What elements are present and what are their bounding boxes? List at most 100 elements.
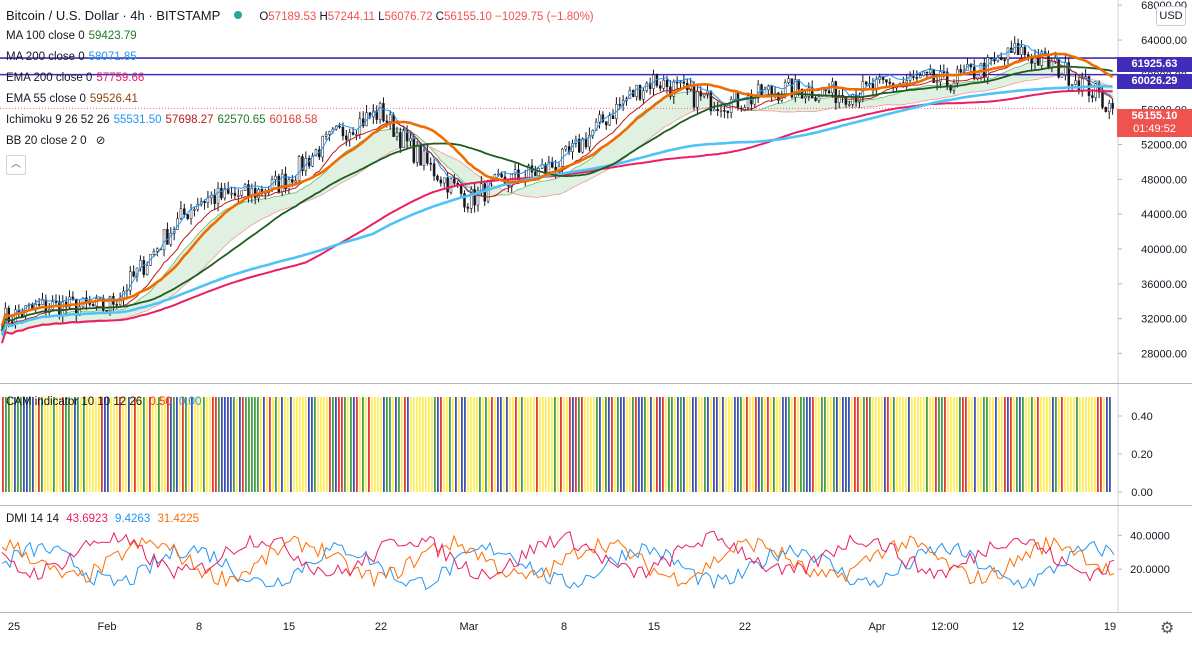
currency-button[interactable]: USD <box>1156 6 1186 26</box>
indicator-label: Ichimoku 9 26 52 26 <box>6 114 110 126</box>
candle-body <box>375 110 378 120</box>
cam-legend: CAM indicator 10 10 12 26 0.50 0.00 <box>6 396 202 408</box>
candle-body <box>635 85 638 97</box>
candle-body <box>787 78 790 83</box>
x-tick-label: 15 <box>648 621 660 633</box>
indicator-label: EMA 200 close 0 <box>6 72 93 84</box>
cam-bar <box>926 397 928 492</box>
cam-bar <box>569 397 571 492</box>
candle-body <box>220 187 223 199</box>
chart-header: Bitcoin / U.S. Dollar · 4h · BITSTAMP O5… <box>6 8 594 23</box>
candle-body <box>662 79 665 89</box>
dmi-series-1 <box>1 540 1115 591</box>
cam-bar <box>326 397 328 492</box>
candle-body <box>1070 84 1074 86</box>
cam-bar <box>371 397 373 492</box>
indicator-legend-row[interactable]: MA 200 close 0 58071.85 <box>6 50 137 64</box>
cam-bar <box>1094 397 1096 492</box>
cam-bar <box>539 397 541 492</box>
cam-bar <box>143 397 145 492</box>
cam-bar <box>248 397 250 492</box>
candle-body <box>1067 62 1070 86</box>
cam-bar <box>476 397 478 492</box>
cam-bar <box>263 397 265 492</box>
cam-bar <box>902 397 904 492</box>
indicator-legend-row[interactable]: MA 100 close 0 59423.79 <box>6 29 137 43</box>
cam-bar <box>785 397 787 492</box>
cam-bar <box>155 397 157 492</box>
cam-bar <box>65 397 67 492</box>
indicator-legend-row[interactable]: Ichimoku 9 26 52 26 55531.50 57698.27 62570… <box>6 113 317 127</box>
candle-body <box>301 156 304 172</box>
cam-bar <box>959 397 961 492</box>
candle-body <box>888 81 892 84</box>
cam-bar <box>755 397 757 492</box>
cam-bar <box>323 397 325 492</box>
cam-bar <box>797 397 799 492</box>
cam-bar <box>38 397 40 492</box>
cam-bar <box>68 397 70 492</box>
cam-bar <box>350 397 352 492</box>
cam-bar <box>953 397 955 492</box>
indicator-legend-row[interactable]: EMA 200 close 0 57759.66 <box>6 71 144 85</box>
candle-body <box>473 189 476 206</box>
cam-bar <box>32 397 34 492</box>
cam-bar <box>296 397 298 492</box>
candle-body <box>797 79 800 90</box>
candle-body <box>469 189 473 209</box>
candle-body <box>1101 92 1104 108</box>
cam-bar <box>767 397 769 492</box>
tenkan-sen-line <box>1 43 1114 325</box>
candle-body <box>88 303 92 305</box>
collapse-legend-button[interactable]: ︿ <box>6 155 26 175</box>
cam-bar <box>809 397 811 492</box>
cam-bar <box>872 397 874 492</box>
cam-bar <box>788 397 790 492</box>
dmi-y-tick-label: 40.0000 <box>1130 530 1170 542</box>
cam-bar <box>728 397 730 492</box>
candle-body <box>709 90 713 112</box>
cam-bar <box>968 397 970 492</box>
indicator-legend-row[interactable]: EMA 55 close 0 59526.41 <box>6 92 138 106</box>
cam-bar <box>269 397 271 492</box>
candle-body <box>682 81 686 84</box>
cam-bar <box>1055 397 1057 492</box>
candle-body <box>213 195 216 204</box>
cam-bar <box>1109 397 1111 492</box>
cam-bar <box>71 397 73 492</box>
cam-bar <box>422 397 424 492</box>
candle-body <box>817 96 821 101</box>
cam-bar <box>206 397 208 492</box>
hidden-eye-icon[interactable]: ⊘ <box>92 135 106 147</box>
gear-icon[interactable]: ⚙ <box>1160 620 1175 637</box>
cam-bar <box>890 397 892 492</box>
candle-body <box>949 85 952 91</box>
cam-bar <box>683 397 685 492</box>
cam-bar <box>887 397 889 492</box>
cam-bar <box>212 397 214 492</box>
candle-body <box>91 304 95 307</box>
candle-body <box>642 90 645 100</box>
y-tick-label: 52000.00 <box>1141 139 1187 151</box>
candle-body <box>453 178 456 184</box>
symbol-title[interactable]: Bitcoin / U.S. Dollar · 4h · BITSTAMP <box>6 8 221 23</box>
cam-bar <box>278 397 280 492</box>
candle-body <box>240 190 243 196</box>
cam-bar <box>242 397 244 492</box>
cam-bar <box>614 397 616 492</box>
cam-bar <box>815 397 817 492</box>
cam-bar <box>506 397 508 492</box>
cam-bar <box>401 397 403 492</box>
cam-bar <box>86 397 88 492</box>
cam-bar <box>50 397 52 492</box>
cam-bar <box>629 397 631 492</box>
cam-bar <box>170 397 172 492</box>
indicator-value: 55531.50 <box>113 114 162 126</box>
candle-body <box>790 78 794 98</box>
indicator-legend-row[interactable]: BB 20 close 2 0 ⊘ <box>6 134 105 148</box>
candle-body <box>395 132 399 137</box>
candle-body <box>807 87 811 97</box>
cam-bar <box>632 397 634 492</box>
